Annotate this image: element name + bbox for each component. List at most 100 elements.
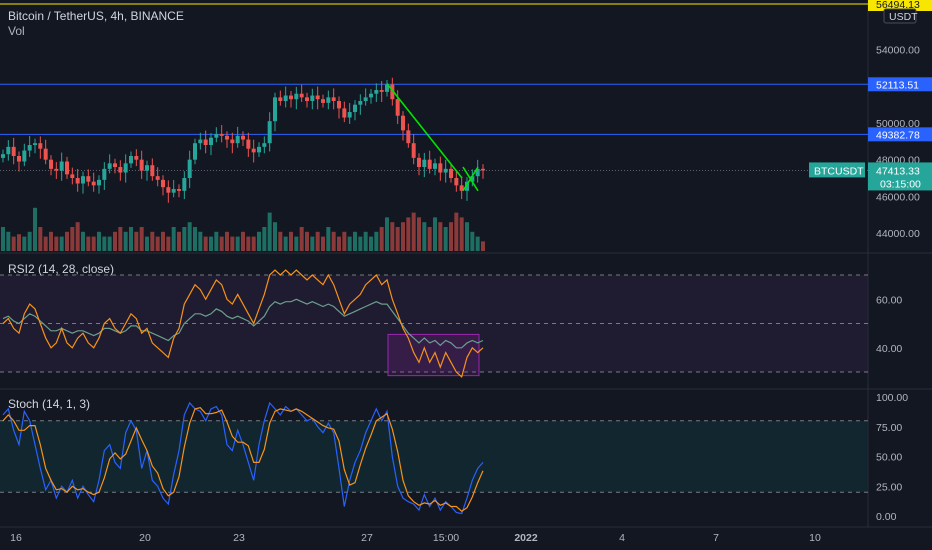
candle-body	[385, 84, 389, 92]
volume-bar	[17, 234, 21, 251]
volume-bar	[81, 231, 85, 251]
last-price-tag-bg	[868, 162, 932, 191]
volume-bar	[422, 222, 427, 251]
volume-bar	[331, 231, 336, 251]
volume-bar	[326, 227, 331, 251]
volume-bar	[406, 217, 411, 251]
volume-bar	[219, 236, 224, 251]
candle-body	[353, 104, 357, 113]
volume-bar	[38, 227, 43, 251]
candle-body	[27, 145, 32, 151]
stoch-d-line	[2, 407, 484, 512]
volume-bar	[454, 212, 459, 251]
candle-body	[395, 99, 400, 116]
rsi-tick-label: 40.00	[876, 343, 902, 355]
rsi-fast-line	[2, 269, 484, 379]
volume-bar	[129, 227, 133, 251]
volume-bar	[278, 231, 283, 251]
candle-body	[443, 168, 448, 173]
candle-body	[257, 146, 261, 153]
price-tick-label: 54000.00	[876, 45, 920, 57]
stoch-band-fill	[0, 420, 868, 493]
rsi-title[interactable]: RSI2 (14, 28, close)	[8, 262, 115, 276]
price-tick-label: 44000.00	[876, 228, 920, 240]
time-tick-label: 10	[809, 532, 821, 544]
candle-body	[203, 139, 208, 146]
vol-label[interactable]: Vol	[8, 24, 25, 38]
volume-bar	[481, 241, 485, 251]
volume-bar	[465, 222, 469, 251]
volume-bar	[241, 231, 245, 251]
candle-body	[214, 134, 219, 138]
candle-body	[182, 178, 187, 191]
candle-body	[459, 185, 464, 191]
candle-body	[363, 97, 368, 102]
volume-bar	[374, 231, 379, 251]
candle-body	[49, 159, 53, 169]
candle-body	[481, 168, 485, 171]
candle-body	[198, 139, 203, 144]
candle-body	[411, 143, 416, 158]
time-tick-label: 27	[361, 532, 373, 544]
volume-bar	[267, 212, 272, 251]
candle-body	[449, 168, 453, 179]
candle-body	[241, 135, 245, 140]
time-tick-label: 4	[619, 532, 625, 544]
candle-body	[401, 115, 405, 131]
volume-bar	[401, 222, 405, 251]
candle-body	[283, 95, 288, 102]
rsi-slow-line	[2, 298, 484, 349]
candle-body	[65, 161, 69, 175]
candle-body	[161, 179, 165, 188]
candle-body	[59, 161, 64, 171]
price-tick-label: 50000.00	[876, 118, 920, 130]
level-price-tag: 49382.78	[876, 129, 920, 141]
candle-body	[465, 181, 469, 191]
candle-body	[251, 148, 256, 153]
candle-body	[145, 165, 149, 171]
candle-body	[171, 189, 176, 193]
volume-bar	[22, 236, 27, 251]
candle-body	[342, 108, 347, 118]
volume-bar	[123, 231, 128, 251]
candle-body	[289, 95, 293, 100]
volume-bar	[59, 236, 64, 251]
candle-body	[374, 90, 379, 94]
candle-body	[262, 143, 267, 147]
volume-bar	[246, 236, 251, 251]
volume-bar	[49, 231, 53, 251]
candle-body	[107, 163, 112, 169]
volume-bar	[33, 207, 37, 251]
candle-body	[177, 189, 181, 191]
volume-bar	[310, 236, 315, 251]
candle-body	[433, 163, 437, 169]
time-tick-label: 16	[10, 532, 22, 544]
stoch-k-line	[2, 401, 484, 515]
volume-bar	[86, 236, 91, 251]
candle-body	[123, 163, 128, 173]
symbol-title[interactable]: Bitcoin / TetherUS, 4h, BINANCE	[8, 9, 184, 23]
candle-body	[187, 159, 192, 179]
volume-bar	[91, 236, 96, 251]
candle-body	[139, 159, 144, 171]
volume-bar	[203, 236, 208, 251]
volume-bar	[363, 231, 368, 251]
volume-bar	[150, 231, 155, 251]
volume-bar	[230, 236, 235, 251]
stoch-tick-label: 25.00	[876, 481, 902, 493]
volume-bar	[102, 236, 107, 251]
time-tick-label: 2022	[514, 532, 538, 544]
stoch-title[interactable]: Stoch (14, 1, 3)	[8, 397, 91, 411]
volume-bar	[134, 231, 139, 251]
candle-body	[331, 97, 336, 102]
volume-bar	[1, 227, 5, 251]
volume-bar	[139, 227, 144, 251]
candle-body	[17, 156, 21, 162]
volume-bar	[70, 227, 75, 251]
symbol-tag: BTCUSDT	[814, 165, 864, 177]
volume-bar	[305, 231, 309, 251]
volume-bar	[347, 236, 352, 251]
volume-bar	[417, 217, 421, 251]
candle-body	[129, 156, 133, 164]
